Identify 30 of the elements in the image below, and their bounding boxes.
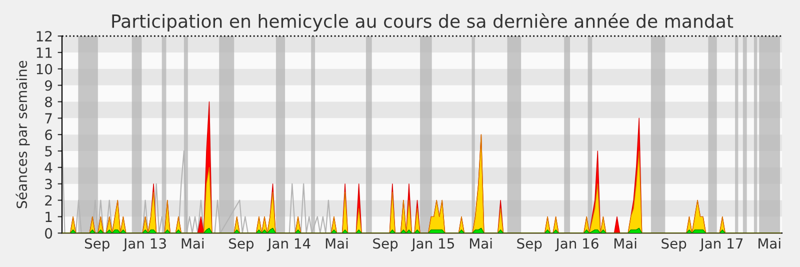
y-axis-title: Séances par semaine [16,60,30,208]
x-tick-label: Mai [326,238,348,249]
x-tick-label: Jan 16 [555,238,598,252]
y-tick-label: 5 [45,146,52,156]
x-tick-label: Mai [470,238,492,249]
x-tick-label: Mai [182,238,204,249]
x-tick-label: Sep [84,238,110,252]
chart-title: Participation en hemicycle au cours de sa dernière année de mandat [112,13,734,32]
y-tick-label: 8 [45,96,52,108]
x-tick-label: Sep [229,238,254,252]
x-tick-label: Sep [517,238,542,252]
x-tick-label: Jan 15 [410,238,454,252]
x-tick-label: Sep [373,238,398,252]
x-tick-label: Sep [662,238,686,252]
y-tick-label: 1 [46,212,52,222]
y-tick-label: 11 [36,48,52,58]
y-tick-label: 10 [36,64,52,74]
y-tick-label: 6 [45,130,52,140]
x-tick-label: Mai [614,238,636,249]
x-tick-label: Jan 14 [266,238,310,252]
y-tick-label: 2 [45,195,52,206]
x-tick-label: Jan 13 [122,238,166,252]
y-tick-label: 3 [45,178,52,190]
x-tick-label: Jan 17 [700,238,743,252]
y-tick-label: 4 [44,162,52,173]
x-tick-label: Mai [758,238,780,249]
y-tick-label: 9 [45,80,52,91]
y-tick-label: 0 [45,228,52,239]
y-tick-label: 7 [45,113,52,124]
y-tick-label: 12 [36,31,52,42]
